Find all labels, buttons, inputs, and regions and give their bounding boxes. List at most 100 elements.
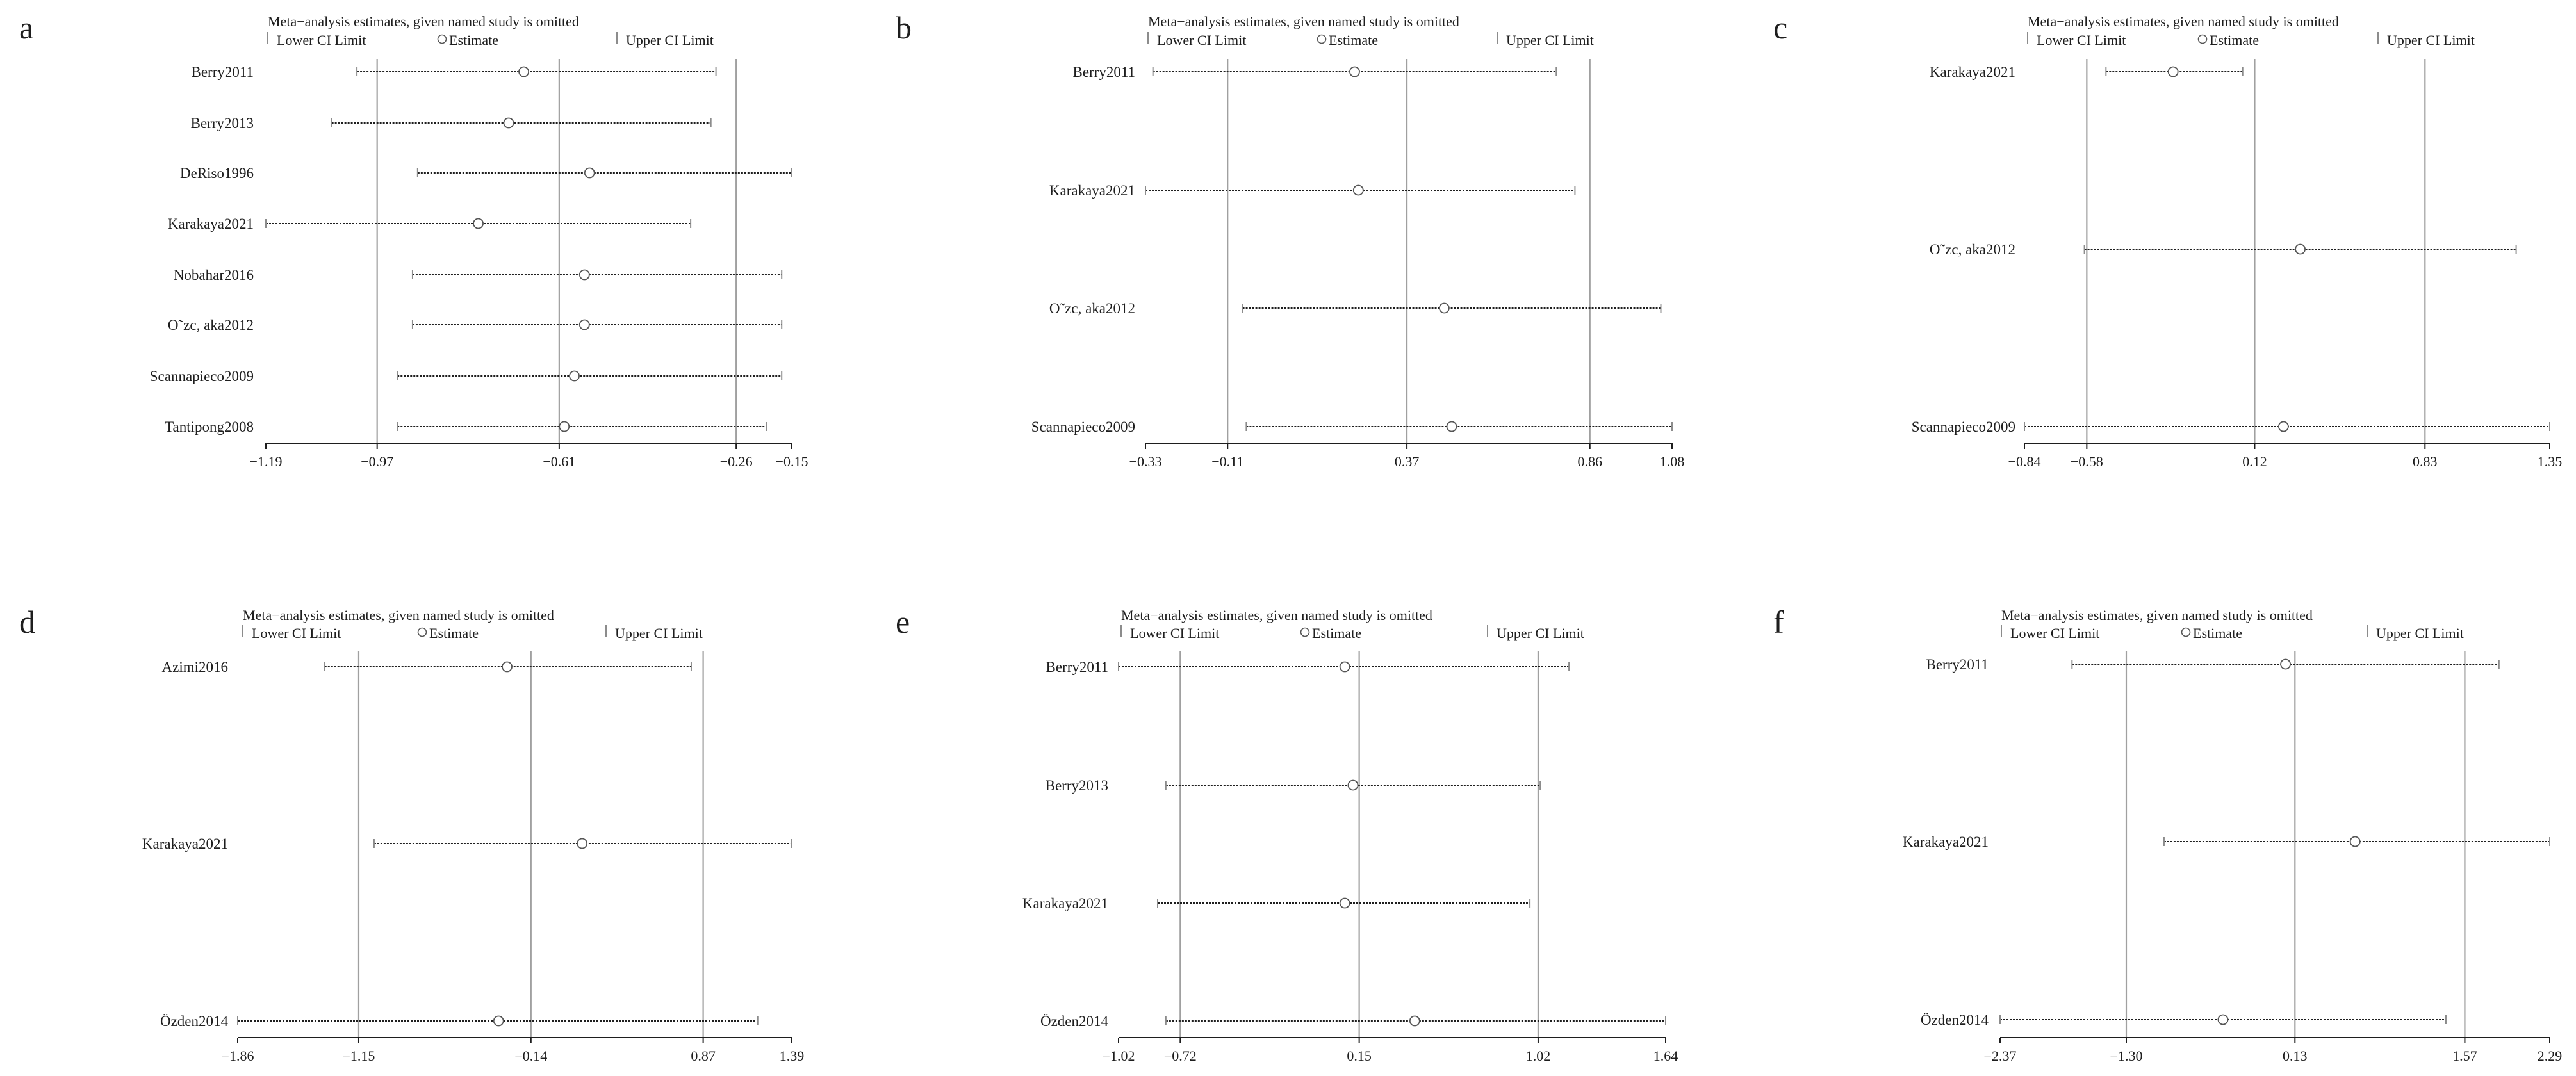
x-tick-label: 1.08: [1660, 453, 1685, 469]
legend: Lower CI Limit Estimate Upper CI Limit: [242, 625, 703, 641]
legend-estimate-label: Estimate: [2210, 32, 2259, 48]
study-label: Karakaya2021: [1930, 64, 2015, 80]
panel-a: a Meta−analysis estimates, given named st…: [19, 10, 808, 469]
x-tick-label: −0.84: [2008, 453, 2041, 469]
study-row: Berry2011: [191, 64, 717, 80]
estimate-point: [1409, 1015, 1420, 1027]
study-label: Karakaya2021: [168, 216, 254, 232]
chart-title: Meta−analysis estimates, given named stu…: [2001, 607, 2313, 623]
study-row: Özden2014: [160, 1013, 759, 1029]
study-row: Scannapieco2009: [1031, 419, 1673, 435]
estimate-point: [2349, 836, 2361, 847]
study-row: Berry2013: [1046, 778, 1541, 794]
x-tick-label: −0.11: [1211, 453, 1243, 469]
legend-estimate-label: Estimate: [449, 32, 498, 48]
study-row: Berry2011: [1926, 656, 2500, 672]
legend: Lower CI Limit Estimate Upper CI Limit: [267, 32, 714, 48]
chart-title: Meta−analysis estimates, given named stu…: [2028, 13, 2339, 29]
chart-title: Meta−analysis estimates, given named stu…: [268, 13, 579, 29]
x-tick-label: −1.02: [1103, 1048, 1135, 1064]
x-tick-label: 1.02: [1526, 1048, 1551, 1064]
x-tick-label: 2.29: [2538, 1048, 2563, 1064]
estimate-point: [2280, 658, 2291, 670]
x-tick-label: −0.97: [361, 453, 393, 469]
study-label: O˜zc, aka2012: [1049, 300, 1135, 316]
legend-estimate-label: Estimate: [1312, 625, 1361, 641]
x-tick-label: −1.30: [2110, 1048, 2143, 1064]
legend-estimate-marker: [1317, 34, 1327, 44]
estimate-point: [1339, 897, 1350, 909]
legend-upper-label: Upper CI Limit: [615, 625, 703, 641]
legend-upper-label: Upper CI Limit: [2387, 32, 2475, 48]
estimate-point: [578, 319, 590, 330]
panel-label: a: [19, 10, 33, 45]
study-label: O˜zc, aka2012: [168, 317, 254, 333]
legend-lower-label: Lower CI Limit: [1130, 625, 1219, 641]
panel-b: b Meta−analysis estimates, given named st…: [896, 10, 1684, 469]
estimate-point: [559, 421, 570, 432]
panel-f: f Meta−analysis estimates, given named st…: [1773, 604, 2562, 1064]
chart-title: Meta−analysis estimates, given named stu…: [1121, 607, 1432, 623]
legend-upper-label: Upper CI Limit: [1497, 625, 1584, 641]
estimate-point: [503, 117, 514, 129]
study-row: Tantipong2008: [165, 419, 767, 435]
panel-label: f: [1773, 604, 1784, 640]
estimate-point: [577, 838, 588, 849]
panel-c: c Meta−analysis estimates, given named st…: [1773, 10, 2562, 469]
legend-lower-label: Lower CI Limit: [2010, 625, 2099, 641]
study-row: Özden2014: [1921, 1012, 2447, 1028]
study-row: O˜zc, aka2012: [168, 317, 783, 333]
x-tick-label: −0.58: [2071, 453, 2103, 469]
legend-lower-label: Lower CI Limit: [277, 32, 366, 48]
estimate-point: [569, 370, 580, 382]
panel-label: c: [1773, 10, 1787, 45]
chart-title: Meta−analysis estimates, given named stu…: [243, 607, 554, 623]
study-label: Tantipong2008: [165, 419, 254, 435]
study-label: Berry2011: [1072, 64, 1135, 80]
study-row: Karakaya2021: [1903, 834, 2550, 850]
study-row: O˜zc, aka2012: [1930, 241, 2517, 257]
study-row: Karakaya2021: [168, 216, 692, 232]
panel-d: d Meta−analysis estimates, given named st…: [19, 604, 804, 1064]
x-tick-label: 0.87: [691, 1048, 716, 1064]
estimate-point: [473, 218, 484, 229]
x-tick-label: −0.72: [1164, 1048, 1197, 1064]
x-tick-label: −0.33: [1129, 453, 1162, 469]
estimate-point: [493, 1015, 504, 1027]
legend-lower-label: Lower CI Limit: [252, 625, 341, 641]
study-label: Karakaya2021: [1903, 834, 1989, 850]
study-row: Özden2014: [1040, 1013, 1666, 1029]
x-tick-label: 1.64: [1653, 1048, 1678, 1064]
legend-estimate-marker: [2197, 34, 2208, 44]
x-tick-label: 0.13: [2283, 1048, 2308, 1064]
study-row: DeRiso1996: [180, 165, 792, 181]
estimate-point: [1438, 302, 1450, 314]
estimate-point: [1349, 66, 1360, 77]
study-label: O˜zc, aka2012: [1930, 241, 2015, 257]
study-label: Berry2011: [1046, 659, 1108, 675]
x-tick-label: 1.35: [2538, 453, 2563, 469]
study-row: Karakaya2021: [1049, 183, 1576, 199]
study-row: Karakaya2021: [1930, 64, 2244, 80]
study-label: Nobahar2016: [174, 267, 254, 283]
x-tick-label: 0.86: [1577, 453, 1602, 469]
legend-estimate-label: Estimate: [429, 625, 479, 641]
estimate-point: [578, 269, 590, 281]
study-label: Özden2014: [1040, 1013, 1109, 1029]
study-row: Karakaya2021: [142, 836, 792, 852]
study-row: Scannapieco2009: [150, 368, 783, 384]
study-row: O˜zc, aka2012: [1049, 300, 1662, 316]
panel-label: b: [896, 10, 912, 45]
study-label: Özden2014: [1921, 1012, 1989, 1028]
legend-lower-label: Lower CI Limit: [2037, 32, 2126, 48]
study-label: Scannapieco2009: [1912, 419, 2015, 435]
estimate-point: [1339, 661, 1350, 672]
study-row: Berry2011: [1072, 64, 1557, 80]
study-row: Berry2011: [1046, 659, 1570, 675]
estimate-point: [2277, 421, 2289, 432]
study-row: Karakaya2021: [1022, 895, 1531, 911]
legend-estimate-label: Estimate: [1329, 32, 1378, 48]
legend-estimate-marker: [437, 34, 447, 44]
legend: Lower CI Limit Estimate Upper CI Limit: [1147, 32, 1594, 48]
x-tick-label: −0.61: [543, 453, 575, 469]
